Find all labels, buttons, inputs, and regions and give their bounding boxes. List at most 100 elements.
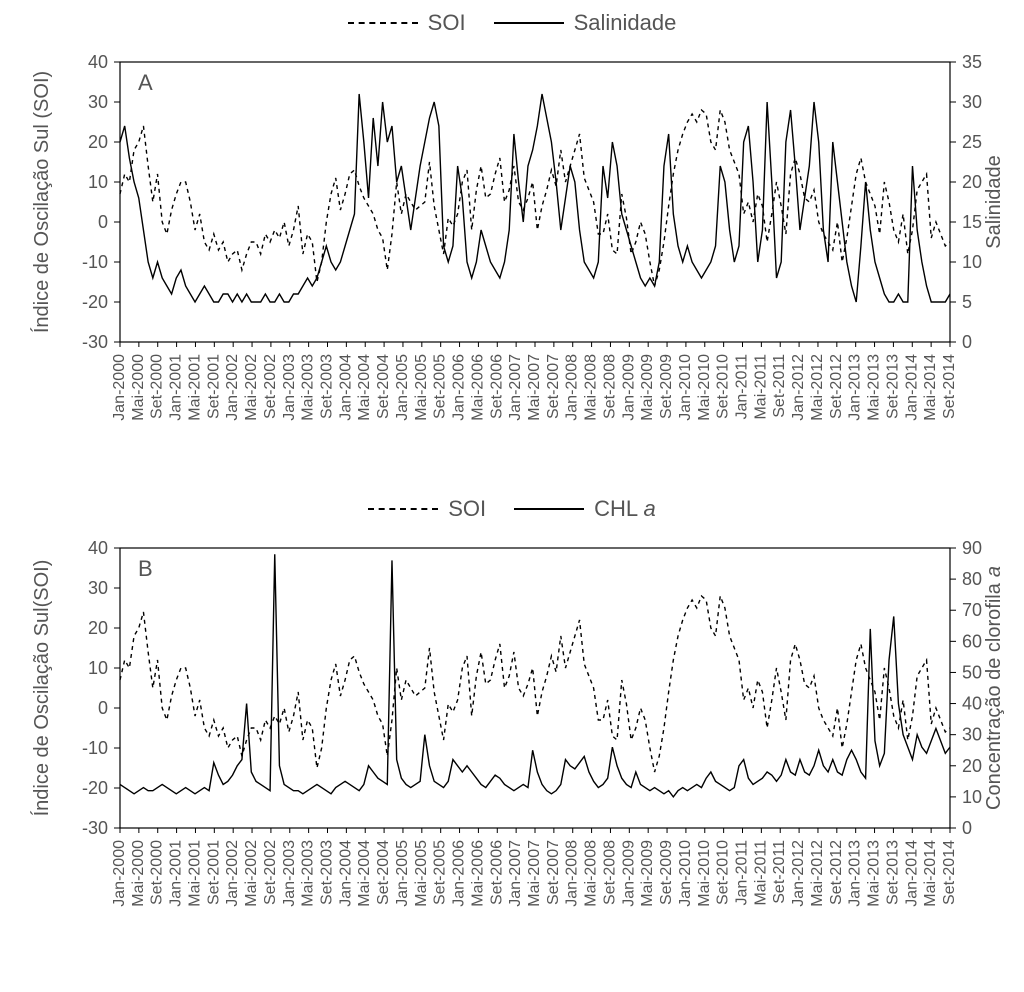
svg-text:Jan-2006: Jan-2006 (451, 354, 468, 421)
svg-text:Mai-2010: Mai-2010 (696, 354, 713, 421)
legend-b-soi: SOI (368, 496, 486, 522)
svg-text:Mai-2001: Mai-2001 (186, 354, 203, 421)
svg-text:Mai-2008: Mai-2008 (583, 354, 600, 421)
svg-text:Jan-2000: Jan-2000 (111, 354, 128, 421)
svg-text:Mai-2014: Mai-2014 (922, 354, 939, 421)
svg-text:Jan-2009: Jan-2009 (620, 354, 637, 421)
svg-text:Mai-2003: Mai-2003 (300, 840, 317, 907)
chart-b-svg: -30-20-100102030400102030405060708090Índ… (10, 528, 1014, 958)
svg-text:30: 30 (962, 725, 982, 745)
svg-text:Set-2005: Set-2005 (432, 840, 449, 905)
svg-text:Set-2004: Set-2004 (375, 840, 392, 905)
svg-text:Salinidade: Salinidade (983, 155, 1005, 248)
svg-text:Mai-2002: Mai-2002 (243, 840, 260, 907)
chart-a-svg: -30-20-1001020304005101520253035Índice d… (10, 42, 1014, 472)
legend-a-salinity: Salinidade (494, 10, 677, 36)
svg-text:Mai-2004: Mai-2004 (356, 840, 373, 907)
svg-text:10: 10 (962, 787, 982, 807)
svg-text:0: 0 (962, 332, 972, 352)
svg-text:Jan-2014: Jan-2014 (903, 840, 920, 907)
svg-text:Mai-2003: Mai-2003 (300, 354, 317, 421)
svg-text:Mai-2007: Mai-2007 (526, 840, 543, 907)
svg-text:Set-2014: Set-2014 (941, 354, 958, 419)
svg-text:Mai-2006: Mai-2006 (469, 840, 486, 907)
svg-text:Mai-2014: Mai-2014 (922, 840, 939, 907)
svg-text:Mai-2005: Mai-2005 (413, 354, 430, 421)
svg-text:Jan-2012: Jan-2012 (790, 354, 807, 421)
legend-a-salinity-label: Salinidade (574, 10, 677, 36)
svg-text:Jan-2004: Jan-2004 (337, 354, 354, 421)
svg-text:Índice de Oscilação Sul(SOI): Índice de Oscilação Sul(SOI) (30, 560, 53, 817)
svg-text:Jan-2001: Jan-2001 (168, 840, 185, 907)
svg-text:80: 80 (962, 569, 982, 589)
svg-text:0: 0 (962, 818, 972, 838)
svg-text:Jan-2012: Jan-2012 (790, 840, 807, 907)
legend-b-soi-line (368, 508, 438, 510)
svg-text:Set-2003: Set-2003 (319, 840, 336, 905)
svg-text:Jan-2004: Jan-2004 (337, 840, 354, 907)
svg-text:Set-2001: Set-2001 (205, 840, 222, 905)
svg-text:Jan-2005: Jan-2005 (394, 354, 411, 421)
svg-text:50: 50 (962, 662, 982, 682)
legend-b: SOI CHL a (10, 496, 1014, 522)
svg-text:Mai-2006: Mai-2006 (469, 354, 486, 421)
svg-text:Mai-2011: Mai-2011 (752, 354, 769, 420)
legend-a-soi-label: SOI (428, 10, 466, 36)
svg-text:Concentração de clorofilaa: Concentração de clorofilaa (983, 566, 1005, 810)
svg-text:35: 35 (962, 52, 982, 72)
svg-text:30: 30 (962, 92, 982, 112)
svg-text:90: 90 (962, 538, 982, 558)
svg-text:Jan-2010: Jan-2010 (677, 840, 694, 907)
svg-text:Set-2012: Set-2012 (828, 840, 845, 905)
svg-text:Jan-2007: Jan-2007 (507, 354, 524, 421)
svg-text:Jan-2000: Jan-2000 (111, 840, 128, 907)
legend-a-salinity-line (494, 22, 564, 24)
svg-text:-30: -30 (82, 332, 108, 352)
svg-text:Mai-2012: Mai-2012 (809, 840, 826, 907)
svg-text:40: 40 (88, 52, 108, 72)
svg-text:Set-2013: Set-2013 (884, 354, 901, 419)
svg-text:Jan-2008: Jan-2008 (564, 354, 581, 421)
svg-text:Set-2009: Set-2009 (658, 840, 675, 905)
svg-text:Jan-2007: Jan-2007 (507, 840, 524, 907)
svg-text:0: 0 (98, 698, 108, 718)
svg-text:Mai-2011: Mai-2011 (752, 840, 769, 906)
svg-text:Set-2001: Set-2001 (205, 354, 222, 419)
svg-text:Set-2013: Set-2013 (884, 840, 901, 905)
svg-text:Set-2006: Set-2006 (488, 840, 505, 905)
svg-text:Set-2007: Set-2007 (545, 840, 562, 905)
svg-text:Set-2004: Set-2004 (375, 354, 392, 419)
svg-text:Jan-2013: Jan-2013 (847, 840, 864, 907)
svg-text:Set-2005: Set-2005 (432, 354, 449, 419)
svg-text:-20: -20 (82, 778, 108, 798)
svg-text:Set-2012: Set-2012 (828, 354, 845, 419)
svg-text:Mai-2002: Mai-2002 (243, 354, 260, 421)
legend-b-chl-line (514, 508, 584, 510)
svg-text:Índice de Oscilação Sul (SOI): Índice de Oscilação Sul (SOI) (30, 71, 53, 333)
svg-text:Mai-2004: Mai-2004 (356, 354, 373, 421)
svg-text:Jan-2008: Jan-2008 (564, 840, 581, 907)
svg-text:Mai-2009: Mai-2009 (639, 840, 656, 907)
svg-text:Set-2000: Set-2000 (149, 354, 166, 419)
svg-text:30: 30 (88, 578, 108, 598)
svg-text:Set-2009: Set-2009 (658, 354, 675, 419)
legend-a-soi: SOI (348, 10, 466, 36)
svg-text:Jan-2010: Jan-2010 (677, 354, 694, 421)
svg-text:Jan-2003: Jan-2003 (281, 354, 298, 421)
svg-text:15: 15 (962, 212, 982, 232)
svg-text:Set-2000: Set-2000 (149, 840, 166, 905)
svg-text:20: 20 (88, 618, 108, 638)
legend-b-soi-label: SOI (448, 496, 486, 522)
svg-text:Mai-2008: Mai-2008 (583, 840, 600, 907)
legend-a: SOI Salinidade (10, 10, 1014, 36)
svg-text:Set-2014: Set-2014 (941, 840, 958, 905)
svg-text:Mai-2010: Mai-2010 (696, 840, 713, 907)
svg-text:Set-2007: Set-2007 (545, 354, 562, 419)
svg-text:Mai-2005: Mai-2005 (413, 840, 430, 907)
svg-text:Set-2003: Set-2003 (319, 354, 336, 419)
svg-text:Set-2010: Set-2010 (715, 840, 732, 905)
svg-text:Jan-2011: Jan-2011 (734, 354, 751, 420)
svg-text:Set-2011: Set-2011 (771, 840, 788, 904)
svg-text:Jan-2006: Jan-2006 (451, 840, 468, 907)
legend-b-chl: CHL a (514, 496, 656, 522)
